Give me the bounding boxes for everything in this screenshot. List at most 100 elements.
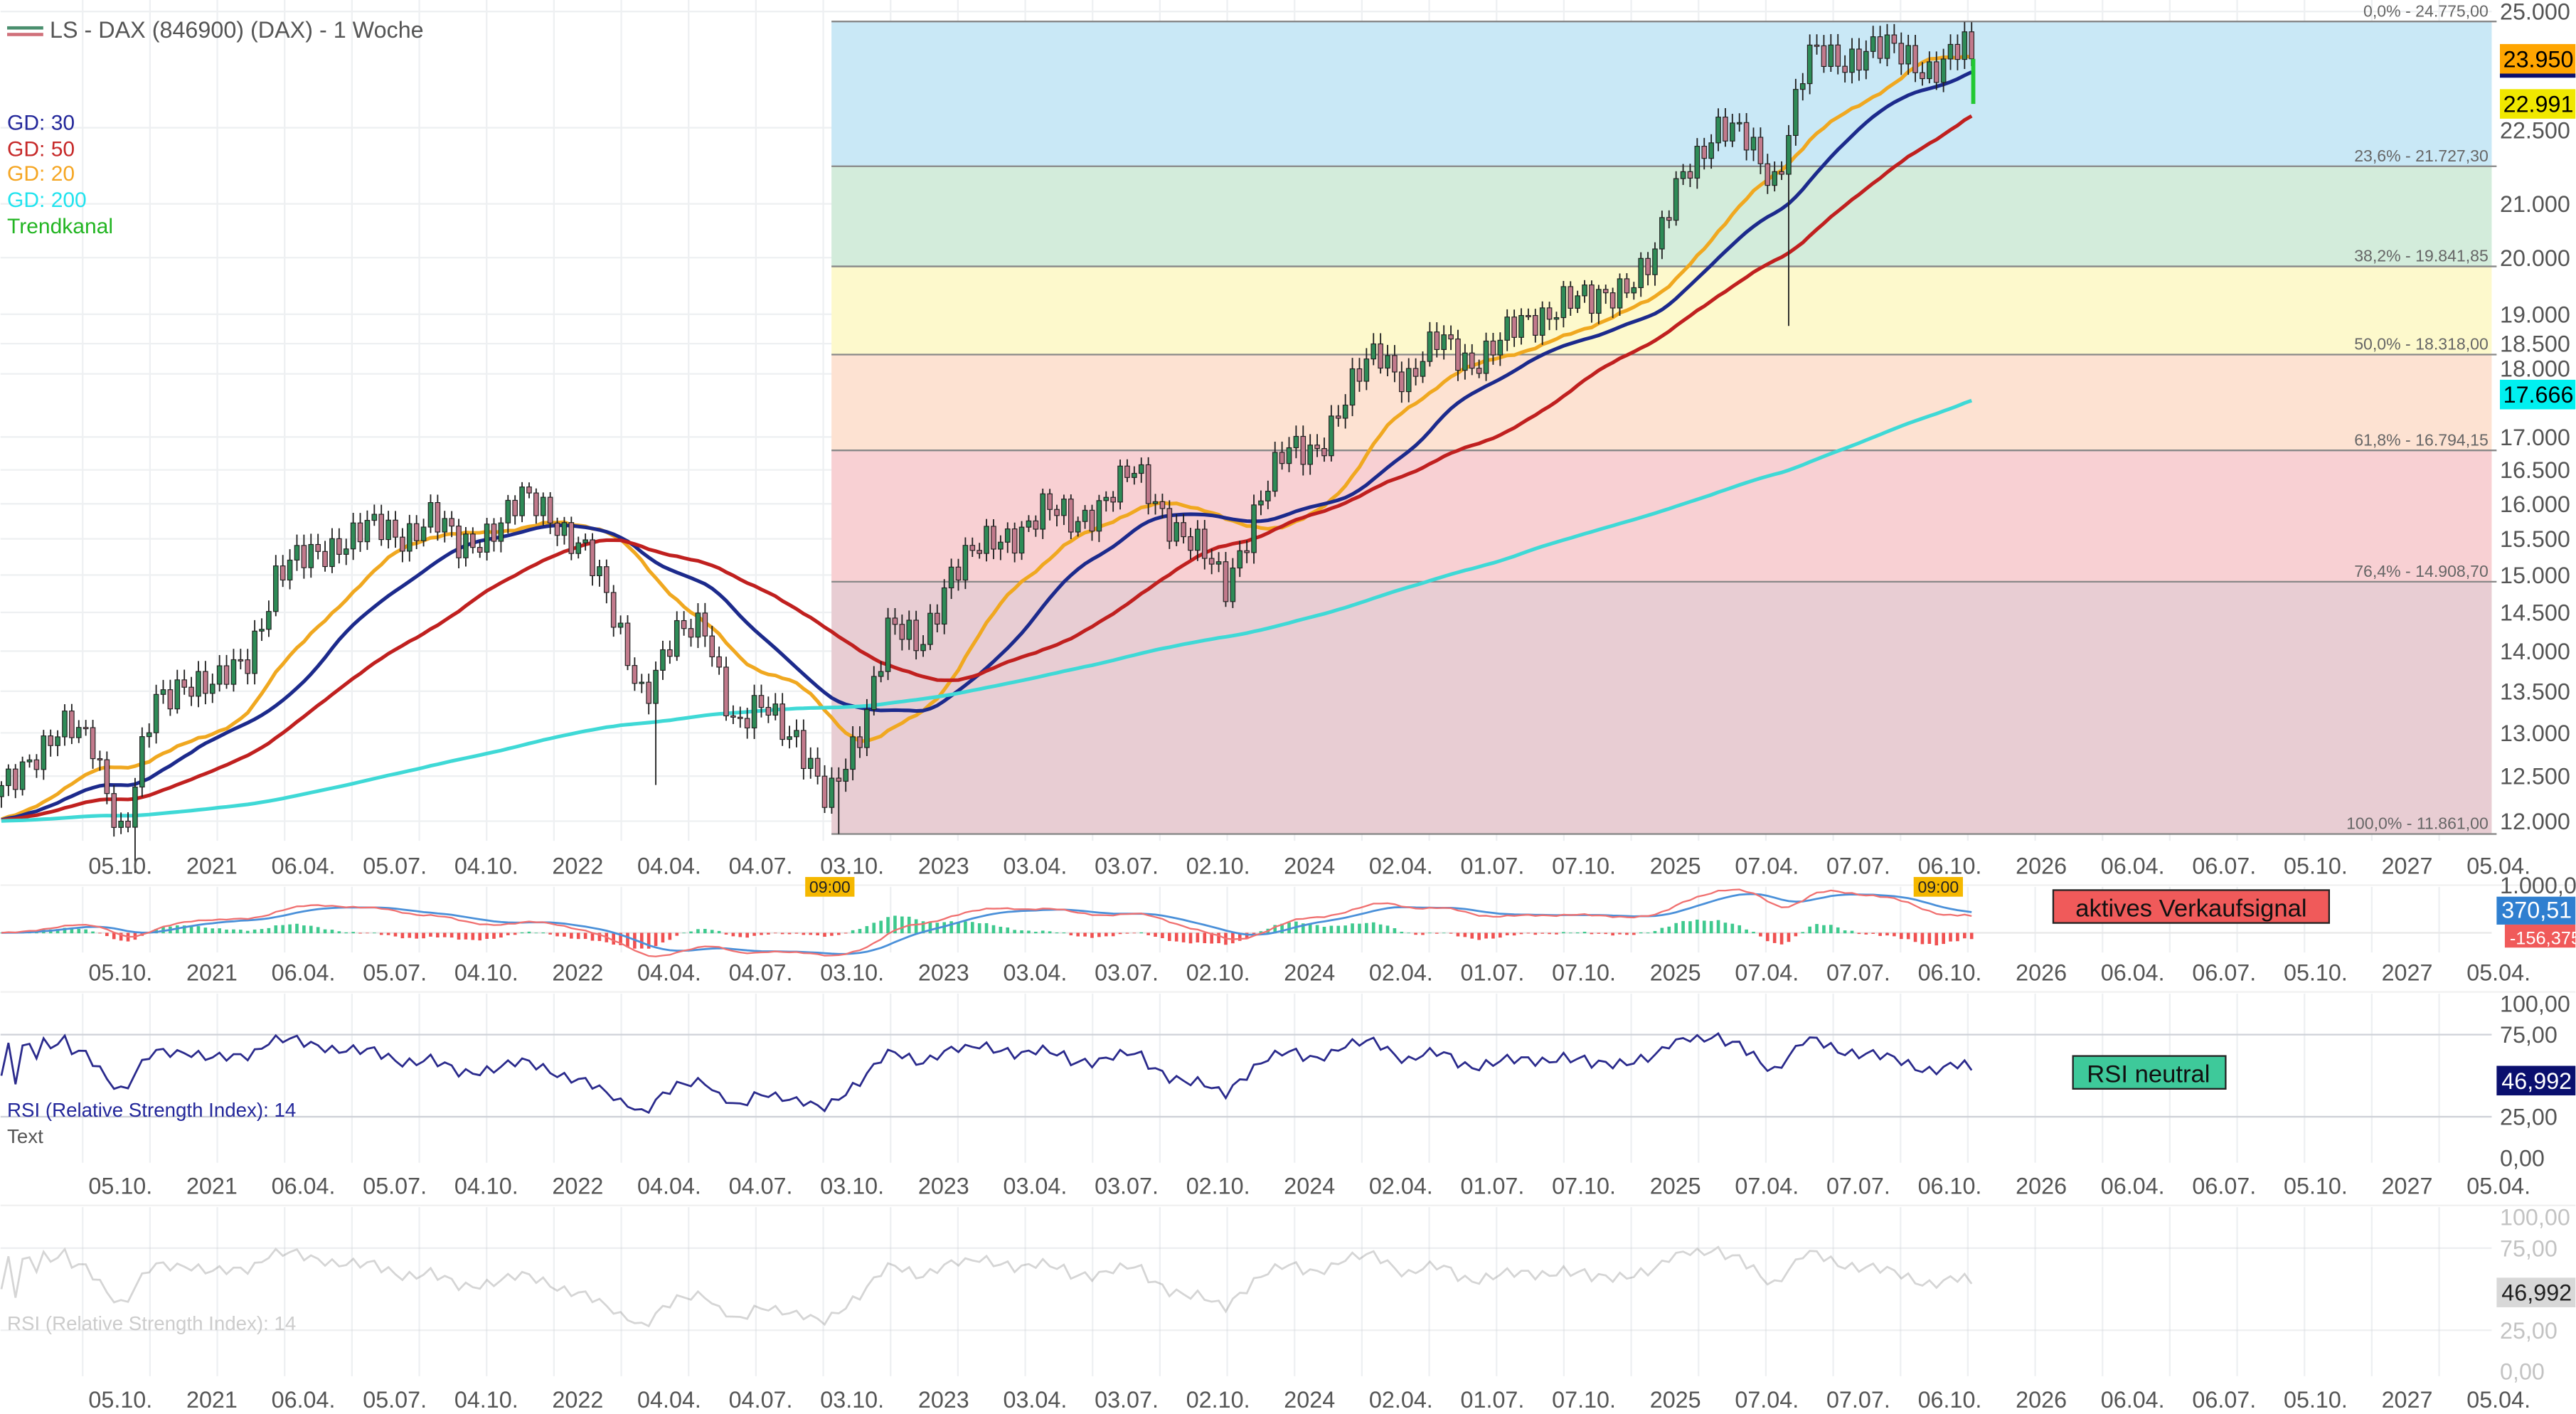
candle-down [1568, 286, 1574, 309]
candle-up [998, 541, 1004, 550]
candle-down [1723, 117, 1728, 142]
candle-down [590, 539, 595, 576]
candle-down [223, 665, 230, 685]
price-tick-label: 21.000 [2500, 191, 2570, 217]
candle-up [1884, 34, 1890, 59]
candle-up [1483, 340, 1489, 374]
macd-histogram-bar [499, 932, 503, 938]
legend-trendkanal[interactable]: Trendkanal [7, 215, 113, 238]
candle-up [1272, 452, 1278, 492]
candle-down [470, 533, 476, 548]
macd-histogram-bar [597, 932, 602, 942]
time-tick-label: 03.07. [1095, 960, 1159, 985]
candle-up [695, 612, 701, 638]
macd-histogram-bar [429, 932, 432, 937]
candle-up [1096, 500, 1102, 532]
legend-gd30[interactable]: GD: 30 [7, 111, 75, 134]
candle-down [1054, 509, 1060, 516]
legend-gd20[interactable]: GD: 20 [7, 162, 75, 186]
legend-gd50[interactable]: GD: 50 [7, 137, 75, 161]
time-tick-label: 06.04. [272, 960, 336, 985]
candle-down [955, 566, 962, 581]
candle-up [1715, 117, 1721, 144]
macd-signal-text: aktives Verkaufsignal [2075, 895, 2306, 922]
time-tick-label: 05.04. [2466, 1174, 2530, 1199]
rsi-tick-label: 100,00 [2500, 991, 2570, 1016]
macd-histogram-bar [1963, 932, 1966, 939]
macd-histogram-bar [689, 931, 693, 934]
macd-histogram-bar [893, 915, 897, 934]
time-tick-label: 2024 [1284, 1174, 1335, 1199]
candle-up [1730, 122, 1735, 142]
legend-gd200[interactable]: GD: 200 [7, 188, 87, 212]
time-tick-label: 04.04. [637, 960, 701, 985]
candle-up [62, 711, 68, 738]
macd-histogram-bar [1745, 929, 1748, 934]
macd-histogram-bar [1421, 932, 1425, 935]
macd-histogram-bar [119, 932, 123, 941]
time-tick-label: 05.10. [88, 1174, 152, 1199]
time-axes[interactable]: 05.10. 2021 06.04. 05.07. 04.10. 2022 04.04. 04… [0, 853, 2576, 1413]
candle-up [1652, 248, 1658, 275]
macd-histogram-bar [1871, 932, 1875, 934]
time-tick-label: 01.07. [1461, 1387, 1525, 1413]
fib-level-label: 0,0% - 24.775,00 [2363, 1, 2489, 20]
macd-histogram-bar [646, 932, 651, 949]
candle-down [69, 711, 75, 738]
macd-histogram-bar [379, 932, 383, 935]
candle-down [1068, 499, 1074, 533]
macd-histogram-bar [1597, 932, 1601, 934]
macd-histogram-bar [274, 925, 278, 934]
price-tick-label: 18.500 [2500, 331, 2570, 357]
macd-histogram-bar [1174, 932, 1178, 942]
macd-histogram-bar [570, 932, 573, 939]
macd-histogram-bar [1949, 932, 1952, 942]
candle-up [1504, 317, 1511, 341]
macd-histogram-bar [534, 932, 538, 934]
macd-histogram-bar [1752, 931, 1755, 934]
macd-histogram-bar [1161, 932, 1164, 939]
macd-histogram-bar [964, 921, 967, 934]
macd-axis-label: 1.000,0 [2500, 873, 2576, 898]
time-tick-label: 03.04. [1004, 960, 1068, 985]
candle-up [1849, 48, 1855, 73]
macd-histogram-bar [1653, 930, 1657, 934]
time-tick-label: 02.04. [1369, 1387, 1433, 1413]
macd-histogram-bar [211, 928, 215, 934]
candle-down [1166, 508, 1173, 542]
candle-down [1920, 72, 1925, 80]
time-tick-label: 2024 [1284, 853, 1335, 878]
candle-down [1842, 65, 1848, 73]
macd-histogram-bar [773, 932, 777, 934]
macd-signal-badge: aktives Verkaufsignal [2052, 889, 2331, 924]
macd-histogram-bar [949, 921, 953, 934]
candle-up [1138, 464, 1144, 474]
moving-average-line-200 [1, 398, 1973, 823]
candle-down [1399, 371, 1405, 393]
indicator-legend[interactable]: GD: 30 GD: 50 GD: 20 GD: 200 Trendkanal [7, 111, 113, 238]
macd-histogram-bar [1632, 932, 1636, 935]
time-tick-label: 03.10. [820, 1174, 884, 1199]
time-tick-label: 06.04. [2101, 960, 2165, 985]
candle-up [906, 620, 912, 640]
candle-down [1898, 43, 1905, 65]
macd-histogram-bar [1287, 922, 1291, 934]
fibonacci-retracement[interactable]: 0,0% - 24.775,00 23,6% - 21.727,30 38,2% -… [831, 1, 2497, 835]
candle-up [230, 659, 237, 685]
macd-value: 370,51 [2501, 898, 2572, 923]
candle-up [1251, 504, 1257, 553]
macd-histogram-bar [879, 920, 883, 934]
candle-up [1230, 567, 1236, 602]
candle-down [203, 671, 208, 694]
candle-up [1673, 178, 1679, 221]
price-tick-label: 16.000 [2500, 491, 2570, 517]
macd-histogram-bar [1604, 932, 1608, 935]
macd-histogram-bar [639, 932, 644, 949]
macd-histogram-bar [957, 922, 960, 934]
time-tick-label: 05.04. [2466, 853, 2530, 878]
macd-histogram-bar [1477, 932, 1481, 940]
price-axis[interactable]: 25.000 22.500 21.000 20.000 19.000 18.50018.0… [2500, 0, 2576, 834]
macd-histogram-bar [675, 932, 679, 936]
macd-histogram-bar [422, 932, 425, 939]
